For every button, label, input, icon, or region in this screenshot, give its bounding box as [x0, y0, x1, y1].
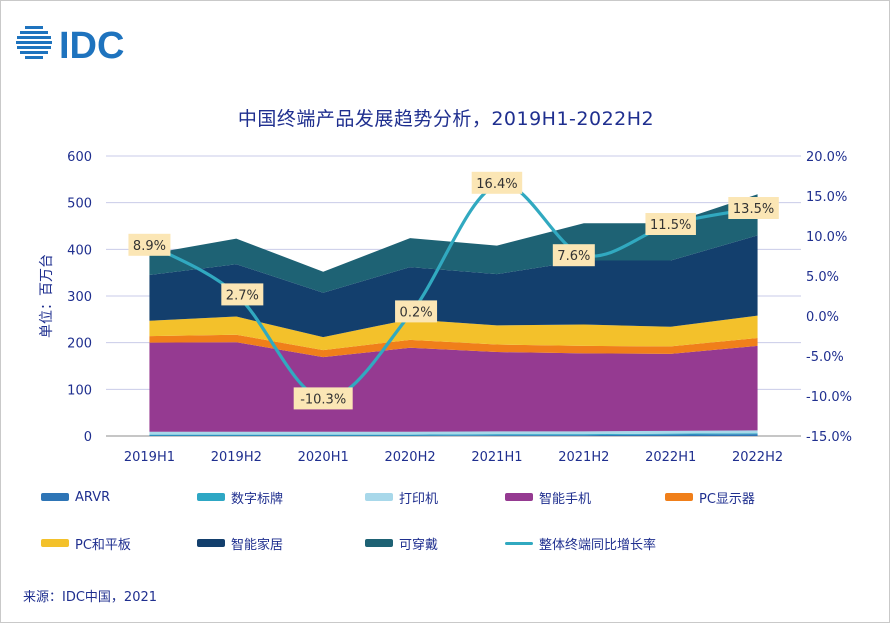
logo-text: IDC — [59, 25, 124, 67]
y-left-tick-label: 400 — [67, 243, 92, 258]
legend-label: 智能家居 — [231, 537, 284, 553]
x-tick-label: 2021H1 — [471, 450, 522, 465]
y-right-tick-label: 20.0% — [806, 150, 847, 165]
legend-item: PC显示器 — [665, 487, 755, 507]
legend-item: 数字标牌 — [197, 487, 283, 507]
growth-data-label: 16.4% — [471, 171, 523, 194]
legend-item: PC和平板 — [41, 533, 131, 553]
legend-swatch — [505, 493, 533, 501]
legend-label: 数字标牌 — [231, 491, 284, 507]
data-label-text: 0.2% — [400, 305, 433, 320]
data-label-box — [293, 387, 353, 410]
legend-swatch — [41, 539, 69, 547]
legend-item: 智能手机 — [505, 487, 591, 507]
legend-swatch — [197, 493, 225, 501]
y-left-tick-label: 200 — [67, 337, 92, 352]
area-智能家居 — [149, 235, 758, 338]
data-label-text: 8.9% — [133, 239, 166, 254]
data-label-box — [395, 300, 438, 323]
data-label-text: 11.5% — [650, 218, 691, 233]
growth-data-label: 0.2% — [395, 300, 438, 323]
y-left-tick-label: 500 — [67, 197, 92, 212]
legend-label: PC显示器 — [699, 491, 755, 507]
y-right-tick-label: -10.0% — [806, 390, 852, 405]
legend-swatch — [665, 493, 693, 501]
data-label-box — [552, 244, 595, 267]
legend-item: 可穿戴 — [365, 533, 438, 553]
legend-swatch — [365, 493, 393, 501]
growth-data-label: 11.5% — [645, 213, 696, 235]
data-label-box — [221, 283, 264, 306]
data-label-text: 2.7% — [226, 288, 259, 303]
data-label-box — [128, 233, 171, 256]
data-label-text: -10.3% — [300, 392, 346, 407]
legend: ARVR 数字标牌 打印机 智能手机 PC显示器 PC和平板 智能家居 可穿戴 整体终端同比增长… — [41, 487, 861, 557]
y-left-tick-label: 100 — [67, 383, 92, 398]
data-label-text: 7.6% — [557, 249, 590, 264]
source-note: 来源：IDC中国，2021 — [23, 590, 158, 605]
x-tick-label: 2020H2 — [384, 450, 435, 465]
y-left-tick-label: 300 — [67, 290, 92, 305]
legend-swatch — [505, 541, 533, 545]
data-label-box — [728, 197, 779, 219]
chart-title: 中国终端产品发展趋势分析，2019H1-2022H2 — [237, 108, 655, 130]
y-right-tick-label: -5.0% — [806, 350, 844, 365]
data-label-text: 13.5% — [733, 202, 774, 217]
legend-label: 整体终端同比增长率 — [539, 537, 657, 553]
legend-item: 智能家居 — [197, 533, 283, 553]
growth-data-label: 13.5% — [728, 197, 779, 219]
legend-label: 可穿戴 — [399, 537, 439, 553]
globe-icon — [16, 26, 52, 59]
y-right-tick-label: 15.0% — [806, 190, 847, 205]
area-智能手机 — [149, 342, 758, 432]
y-right-tick-label: 10.0% — [806, 230, 847, 245]
x-tick-label: 2019H1 — [124, 450, 175, 465]
area-可穿戴 — [149, 194, 758, 293]
legend-item: ARVR — [41, 487, 110, 507]
legend-swatch — [197, 539, 225, 547]
data-label-box — [645, 213, 696, 235]
x-tick-label: 2019H2 — [211, 450, 262, 465]
legend-label: PC和平板 — [75, 537, 131, 553]
x-tick-label: 2022H2 — [732, 450, 783, 465]
y-right-tick-label: 5.0% — [806, 270, 839, 285]
data-label-text: 16.4% — [476, 177, 517, 192]
growth-data-label: 7.6% — [552, 244, 595, 267]
y-left-tick-label: 600 — [67, 150, 92, 165]
area-打印机 — [149, 430, 758, 435]
data-label-box — [471, 171, 523, 194]
legend-swatch — [41, 493, 69, 501]
legend-label: 智能手机 — [539, 491, 592, 507]
growth-data-label: 2.7% — [221, 283, 264, 306]
y-right-tick-label: 0.0% — [806, 310, 839, 325]
y-axis-title: 单位：百万台 — [39, 254, 55, 338]
idc-logo: IDC — [16, 25, 124, 67]
legend-swatch — [365, 539, 393, 547]
area-PC显示器 — [149, 334, 758, 358]
x-tick-label: 2020H1 — [298, 450, 349, 465]
y-right-tick-label: -15.0% — [806, 430, 852, 445]
legend-label: 打印机 — [399, 491, 439, 507]
legend-item: 打印机 — [365, 487, 438, 507]
y-left-tick-label: 0 — [84, 430, 92, 445]
legend-item: 整体终端同比增长率 — [505, 533, 656, 553]
x-tick-label: 2021H2 — [558, 450, 609, 465]
area-PC和平板 — [149, 315, 758, 351]
legend-label: ARVR — [75, 489, 111, 505]
x-tick-label: 2022H1 — [645, 450, 696, 465]
growth-data-label: 8.9% — [128, 233, 171, 256]
growth-data-label: -10.3% — [293, 387, 353, 410]
chart-plot: 0 100 200 300 400 500 600 -15.0% -10.0% -5.0% 0.0%… — [39, 150, 852, 465]
